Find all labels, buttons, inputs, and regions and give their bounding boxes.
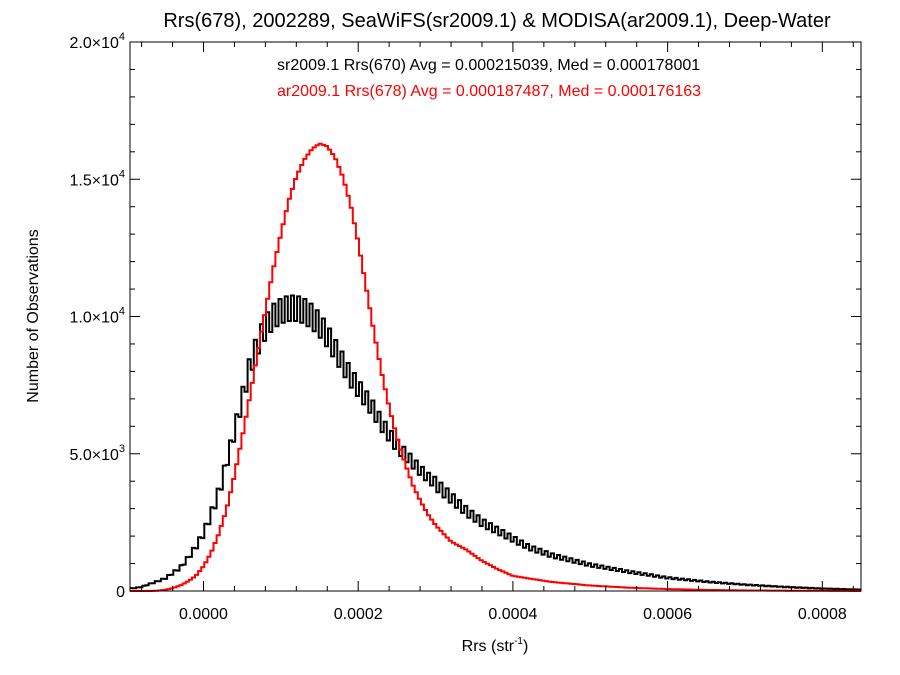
y-tick-label: 2.0×104	[69, 31, 125, 52]
y-axis: 0 5.0×103 1.0×104 1.5×104 2.0×104	[69, 31, 861, 601]
y-tick-label: 5.0×103	[69, 443, 125, 464]
x-tick-label: 0.0002	[334, 606, 383, 623]
legend-entry-sr2009: sr2009.1 Rrs(670) Avg = 0.000215039, Med…	[277, 57, 700, 74]
x-tick-label: 0.0004	[488, 606, 537, 623]
legend-entry-ar2009: ar2009.1 Rrs(678) Avg = 0.000187487, Med…	[277, 83, 701, 100]
chart-title: Rrs(678), 2002289, SeaWiFS(sr2009.1) & M…	[163, 10, 831, 32]
y-tick-label: 1.0×104	[69, 306, 125, 327]
y-tick-label: 0	[116, 584, 125, 601]
y-axis-label: Number of Observations	[25, 229, 42, 402]
x-axis: 0.0000 0.0002 0.0004 0.0006 0.0008	[141, 42, 854, 623]
legend: sr2009.1 Rrs(670) Avg = 0.000215039, Med…	[277, 57, 701, 100]
x-tick-label: 0.0000	[179, 606, 228, 623]
x-axis-label: Rrs (str-1)	[462, 636, 529, 655]
series-line-ar2009-rrs678	[130, 142, 861, 592]
series-line-sr2009-rrs670	[130, 294, 862, 591]
plot-frame	[129, 41, 862, 592]
x-tick-label: 0.0006	[643, 606, 692, 623]
plot-area	[130, 142, 862, 592]
y-tick-label: 1.5×104	[69, 168, 125, 189]
x-tick-label: 0.0008	[798, 606, 847, 623]
